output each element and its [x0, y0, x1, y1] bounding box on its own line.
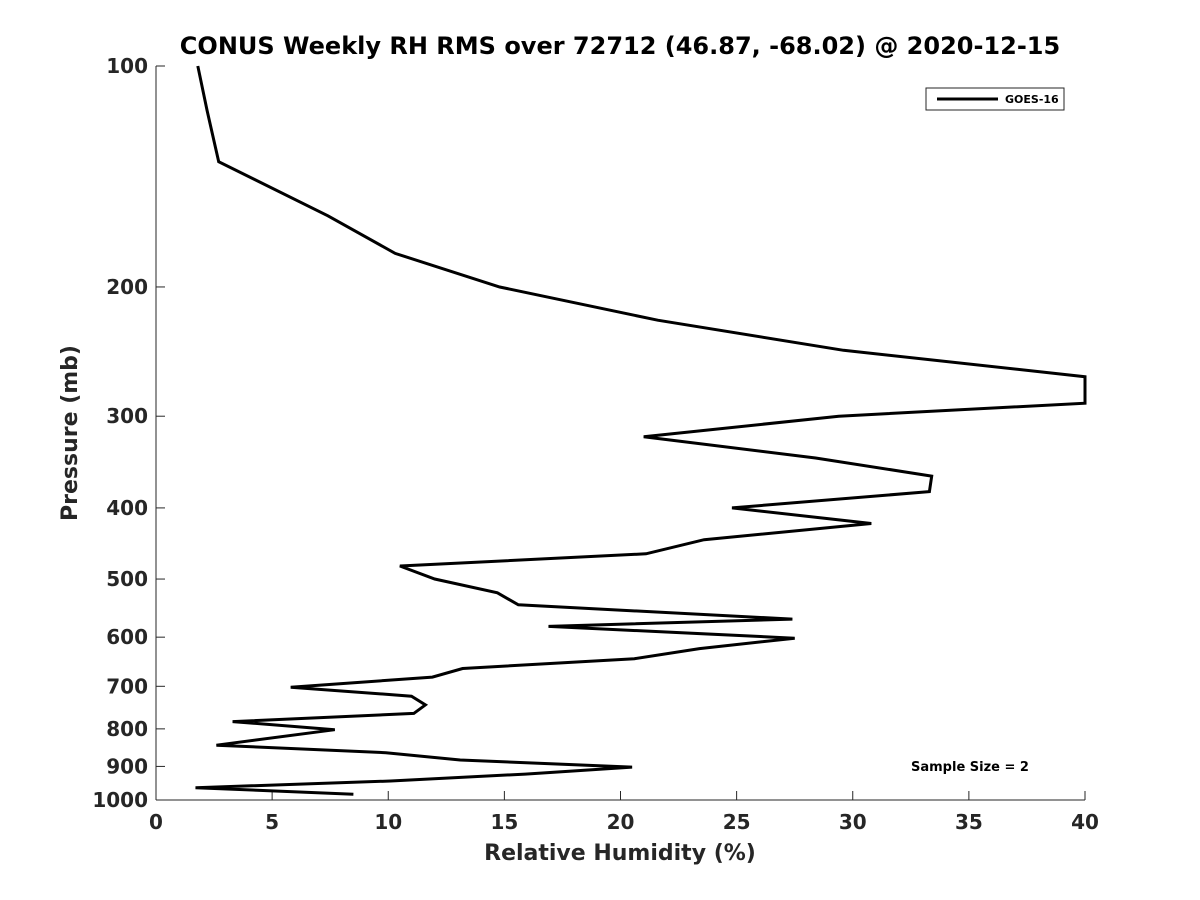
- legend-label-goes-16: GOES-16: [1005, 93, 1059, 106]
- y-tick-label-500: 500: [106, 567, 148, 591]
- y-ticks: 100 200 300 400 500 600 700 800 900 1000: [92, 54, 165, 812]
- y-tick-label-300: 300: [106, 404, 148, 428]
- chart-title: CONUS Weekly RH RMS over 72712 (46.87, -…: [180, 32, 1060, 60]
- x-tick-label-5: 5: [265, 810, 279, 834]
- y-tick-label-100: 100: [106, 54, 148, 78]
- x-tick-label-40: 40: [1071, 810, 1099, 834]
- y-tick-label-400: 400: [106, 496, 148, 520]
- x-tick-label-15: 15: [490, 810, 518, 834]
- sample-size-annotation: Sample Size = 2: [911, 760, 1029, 775]
- y-tick-label-800: 800: [106, 717, 148, 741]
- plot-axes: [155, 66, 1085, 801]
- x-tick-label-0: 0: [149, 810, 163, 834]
- x-axis-label: Relative Humidity (%): [484, 841, 756, 866]
- y-tick-label-700: 700: [106, 674, 148, 698]
- x-tick-label-10: 10: [374, 810, 402, 834]
- y-tick-label-1000: 1000: [92, 788, 148, 812]
- x-tick-label-35: 35: [955, 810, 983, 834]
- y-tick-label-900: 900: [106, 754, 148, 778]
- y-tick-label-600: 600: [106, 625, 148, 649]
- series-line-goes-16: [195, 65, 1087, 796]
- y-tick-label-200: 200: [106, 275, 148, 299]
- legend: GOES-16: [925, 87, 1065, 111]
- x-tick-label-30: 30: [839, 810, 867, 834]
- y-axis-label: Pressure (mb): [58, 345, 83, 521]
- series-layer: [195, 65, 1087, 796]
- x-tick-label-25: 25: [723, 810, 751, 834]
- x-ticks: 0 5 10 15 20 25 30 35 40: [149, 791, 1099, 834]
- x-tick-label-20: 20: [607, 810, 635, 834]
